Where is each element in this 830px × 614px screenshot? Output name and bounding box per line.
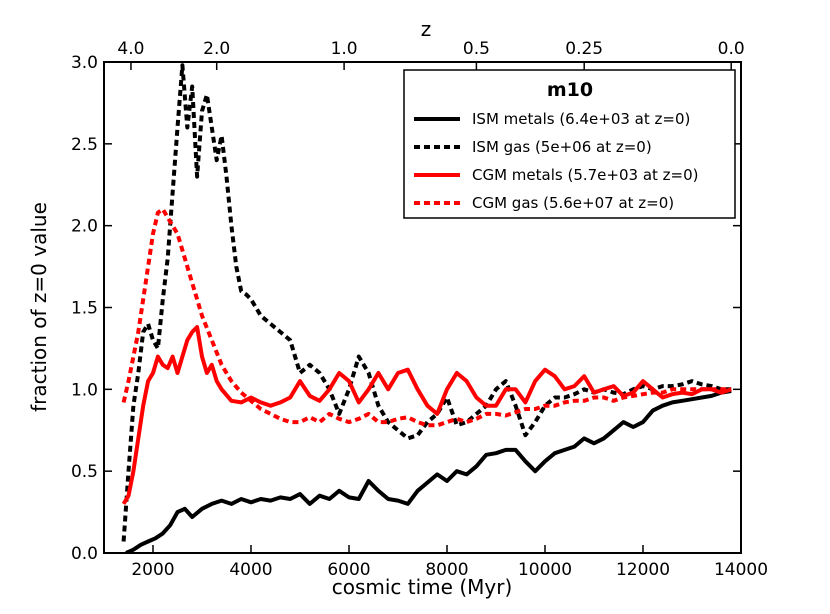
x-tick-label-8000: 8000 <box>425 560 468 580</box>
legend-items: ISM metals (6.4e+03 at z=0) ISM gas (5e+0… <box>414 110 699 212</box>
series-line-ism-gas <box>121 63 732 542</box>
y-axis-title: fraction of z=0 value <box>27 202 51 412</box>
series-layer <box>121 63 732 553</box>
y-tick-label-0-5: 0.5 <box>71 462 98 482</box>
x-tick-label-6000: 6000 <box>327 560 370 580</box>
legend-label-cgm-gas: CGM gas (5.6e+07 at z=0) <box>472 194 674 212</box>
top-tick-label-0-25: 0.25 <box>565 39 603 59</box>
x-axis-title: cosmic time (Myr) <box>332 575 513 599</box>
x-tick-label-14000: 14000 <box>714 560 768 580</box>
y-tick-label-3: 3.0 <box>71 53 98 73</box>
legend-label-ism-metals: ISM metals (6.4e+03 at z=0) <box>472 110 690 128</box>
legend: m10 ISM metals (6.4e+03 at z=0) ISM gas (… <box>403 69 736 219</box>
series-line-ism-metals <box>125 389 732 553</box>
x-tick-label-10000: 10000 <box>518 560 572 580</box>
legend-label-ism-gas: ISM gas (5e+06 at z=0) <box>472 138 652 156</box>
top-tick-label-0-0: 0.0 <box>718 39 745 59</box>
y-tick-label-0: 0.0 <box>71 544 98 564</box>
x-tick-label-2000: 2000 <box>131 560 174 580</box>
y-tick-label-2: 2.0 <box>71 217 98 237</box>
x-tick-label-12000: 12000 <box>616 560 670 580</box>
top-axis-title: z <box>421 17 432 41</box>
top-tick-label-0-5: 0.5 <box>463 39 490 59</box>
legend-label-cgm-metals: CGM metals (5.7e+03 at z=0) <box>472 166 699 184</box>
ticks-layer: 2000 4000 6000 8000 10000 12000 14000 0.0 0.5 1.0… <box>71 39 768 580</box>
legend-box <box>403 69 736 219</box>
legend-title: m10 <box>547 79 593 101</box>
y-tick-label-1: 1.0 <box>71 380 98 400</box>
x-tick-label-4000: 4000 <box>229 560 272 580</box>
top-tick-label-4-0: 4.0 <box>117 39 144 59</box>
series-line-cgm-metals <box>121 325 732 505</box>
y-tick-label-1-5: 1.5 <box>71 299 98 319</box>
top-tick-label-2-0: 2.0 <box>203 39 230 59</box>
y-tick-label-2-5: 2.5 <box>71 135 98 155</box>
top-tick-label-1-0: 1.0 <box>331 39 358 59</box>
series-line-cgm-gas <box>121 207 732 428</box>
